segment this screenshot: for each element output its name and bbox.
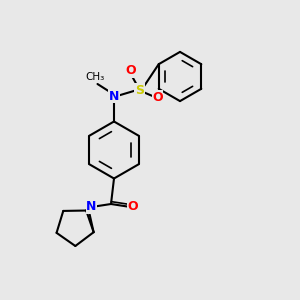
Text: N: N bbox=[86, 200, 97, 214]
Text: S: S bbox=[135, 83, 144, 97]
Text: O: O bbox=[125, 64, 136, 77]
Text: CH₃: CH₃ bbox=[85, 73, 104, 82]
Text: N: N bbox=[109, 89, 119, 103]
Text: O: O bbox=[128, 200, 138, 214]
Text: O: O bbox=[152, 91, 163, 104]
